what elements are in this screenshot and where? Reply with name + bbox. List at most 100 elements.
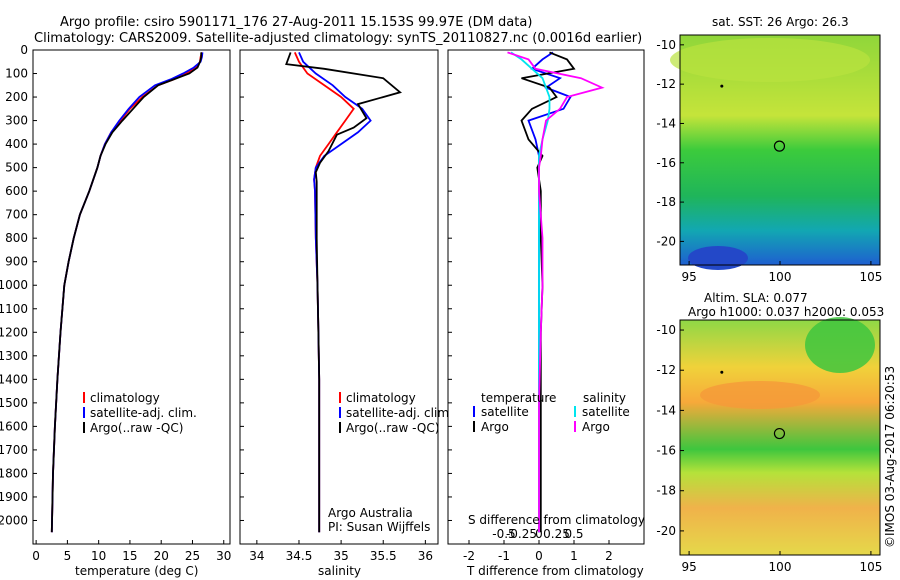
legend-temperature-title: temperature xyxy=(481,391,556,405)
difference-panel: -2 -1 0 1 2-0.5-0.250 0.250.5 S difference fr… xyxy=(447,49,645,578)
difference-axes xyxy=(447,49,645,545)
legend-t-argo-label: Argo xyxy=(481,420,509,434)
y-tick-label: 2000 xyxy=(0,513,28,527)
argo-australia-note: Argo Australia xyxy=(328,506,413,520)
map-y-tick-label: -18 xyxy=(656,195,676,209)
y-tick-label: 900 xyxy=(5,255,28,269)
map-y-tick-label: -16 xyxy=(656,156,676,170)
map-x-tick-label: 95 xyxy=(681,270,696,284)
title-line-1: Argo profile: csiro 5901171_176 27-Aug-2… xyxy=(60,15,532,30)
legend-sat-label: satellite-adj. clim. xyxy=(90,406,197,420)
map-y-tick-label: -18 xyxy=(656,484,676,498)
x-tick-label: -1 xyxy=(498,549,510,563)
sla-green-patch xyxy=(805,317,875,373)
t-difference-label: T difference from climatology xyxy=(466,564,644,578)
x-tick-label: 5 xyxy=(64,549,72,563)
s-tick-label: 0.5 xyxy=(564,527,583,541)
x-tick-label: 0 xyxy=(32,549,40,563)
legend-clim-label: climatology xyxy=(346,391,416,405)
x-tick-label: 34.5 xyxy=(286,549,313,563)
temperature-panel: 0100200300400500600700800900100011001200… xyxy=(0,43,231,578)
y-tick-label: 1600 xyxy=(0,419,28,433)
s-tick-label: 0.25 xyxy=(543,527,570,541)
y-tick-label: 1300 xyxy=(0,349,28,363)
credit: ©IMOS 03-Aug-2017 06:20:53 xyxy=(883,366,897,548)
series-line-s-argo xyxy=(507,51,605,533)
y-tick-label: 1500 xyxy=(0,396,28,410)
temperature-legend: climatology satellite-adj. clim. Argo(..… xyxy=(83,391,197,435)
salinity-panel: 34 34.5 35 35.5 36 salinity climatology sate… xyxy=(239,49,453,578)
map-x-tick-label: 100 xyxy=(769,270,792,284)
map-y-tick-label: -16 xyxy=(656,444,676,458)
salinity-legend: climatology satellite-adj. clim. Argo(..… xyxy=(339,391,453,435)
profile-location-marker xyxy=(773,427,786,440)
map-y-tick-label: -12 xyxy=(656,77,676,91)
legend-s-sat-swatch xyxy=(574,406,576,417)
legend-t-sat-label: satellite xyxy=(481,405,529,419)
x-tick-label: 10 xyxy=(91,549,106,563)
y-tick-label: 1100 xyxy=(0,302,28,316)
map-x-tick-label: 105 xyxy=(859,270,882,284)
legend-t-argo-swatch xyxy=(473,421,475,432)
y-tick-label: 500 xyxy=(5,161,28,175)
s-tick-label: 0 xyxy=(535,527,543,541)
x-tick-label: 35 xyxy=(333,549,348,563)
y-tick-label: 0 xyxy=(20,43,28,57)
sla-map-title: Altim. SLA: 0.077 xyxy=(704,291,808,305)
y-tick-label: 1800 xyxy=(0,466,28,480)
map-y-tick-label: -14 xyxy=(656,403,676,417)
sst-map-panel: sat. SST: 26 Argo: 26.3 95 100 105 -10 -12 -1… xyxy=(656,15,882,284)
legend-clim-swatch xyxy=(83,392,85,403)
track-point xyxy=(720,84,724,88)
salinity-axes xyxy=(239,49,439,545)
y-tick-label: 1200 xyxy=(0,325,28,339)
map-y-tick-label: -20 xyxy=(656,524,676,538)
y-tick-label: 1400 xyxy=(0,372,28,386)
difference-series xyxy=(507,51,605,533)
series-line-argo xyxy=(285,52,402,533)
map-y-tick-label: -12 xyxy=(656,363,676,377)
y-tick-label: 800 xyxy=(5,231,28,245)
x-tick-label: 2 xyxy=(605,549,613,563)
s-tick-label: -0.25 xyxy=(506,527,537,541)
y-tick-label: 1700 xyxy=(0,443,28,457)
y-tick-label: 600 xyxy=(5,184,28,198)
x-tick-label: 30 xyxy=(216,549,231,563)
map-x-tick-label: 95 xyxy=(681,560,696,574)
legend-sat-swatch xyxy=(339,407,341,418)
temperature-xlabel: temperature (deg C) xyxy=(75,564,198,578)
y-tick-label: 100 xyxy=(5,67,28,81)
sst-map-marks xyxy=(720,84,786,152)
y-tick-label: 200 xyxy=(5,90,28,104)
s-tick-label: -0.5 xyxy=(492,527,515,541)
map-y-tick-label: -14 xyxy=(656,116,676,130)
legend-sat-swatch xyxy=(83,407,85,418)
temperature-axes xyxy=(32,49,231,545)
s-difference-label: S difference from climatology xyxy=(468,513,645,527)
y-tick-label: 1000 xyxy=(0,278,28,292)
track-point xyxy=(720,370,724,374)
difference-legend: temperature salinity satellite Argo sate… xyxy=(473,391,630,434)
x-tick-label: -2 xyxy=(463,549,475,563)
legend-argo-label: Argo(..raw -QC) xyxy=(90,421,183,435)
x-tick-label: 25 xyxy=(185,549,200,563)
y-tick-label: 400 xyxy=(5,137,28,151)
series-line-argo xyxy=(50,52,203,533)
title-line-2: Climatology: CARS2009. Satellite-adjuste… xyxy=(34,31,642,46)
map-y-tick-label: -10 xyxy=(656,323,676,337)
sla-orange-patch xyxy=(700,381,820,409)
legend-sat-label: satellite-adj. clim. xyxy=(346,406,453,420)
legend-argo-label: Argo(..raw -QC) xyxy=(346,421,439,435)
temperature-series xyxy=(50,52,204,533)
sst-map-title: sat. SST: 26 Argo: 26.3 xyxy=(712,15,849,29)
x-tick-label: 34 xyxy=(249,549,264,563)
difference-ticks: -2 -1 0 1 2-0.5-0.250 0.250.5 xyxy=(448,49,613,563)
x-tick-label: 0 xyxy=(535,549,543,563)
legend-s-argo-swatch xyxy=(574,421,576,432)
map-y-tick-label: -20 xyxy=(656,234,676,248)
y-tick-label: 1900 xyxy=(0,490,28,504)
sst-warm-patch xyxy=(670,38,870,82)
salinity-ticks: 34 34.5 35 35.5 36 xyxy=(240,49,433,563)
legend-argo-swatch xyxy=(83,422,85,433)
